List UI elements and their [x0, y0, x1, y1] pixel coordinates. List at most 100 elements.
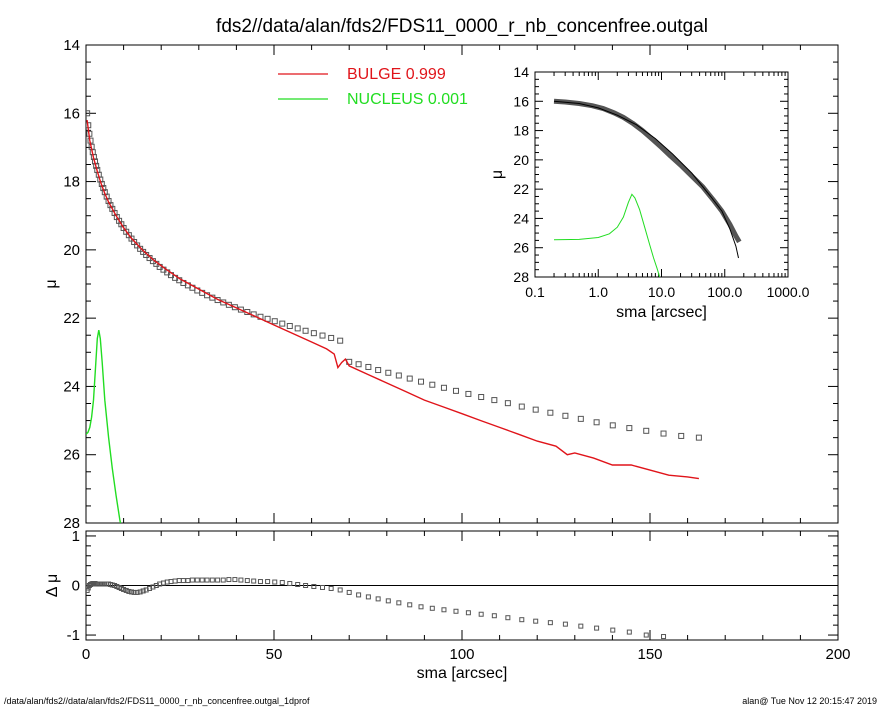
- inset-x-tick-label: 1.0: [589, 284, 609, 300]
- residual-point: [465, 610, 471, 616]
- residual-point: [180, 578, 186, 584]
- residual-point: [491, 613, 497, 619]
- residual-y-axis-label: Δ μ: [44, 574, 61, 597]
- residual-point: [287, 581, 293, 587]
- main-y-tick-label: 18: [63, 174, 80, 191]
- inset-y-tick-label: 18: [513, 123, 529, 139]
- residual-point: [311, 583, 317, 589]
- main-y-tick-label: 22: [63, 310, 80, 327]
- residual-point: [519, 617, 525, 623]
- residual-point: [643, 632, 649, 638]
- inset-nucleus-line: [553, 193, 661, 277]
- main-y-tick-label: 24: [63, 378, 80, 395]
- residual-point: [140, 588, 146, 594]
- inset-y-tick-label: 20: [513, 152, 529, 168]
- residual-x-tick-label: 200: [825, 646, 850, 663]
- residual-point: [194, 577, 200, 583]
- data-point: [365, 363, 372, 370]
- residual-point: [578, 623, 584, 629]
- residual-point: [265, 579, 271, 585]
- inset-y-tick-label: 28: [513, 269, 529, 285]
- residual-point: [661, 634, 667, 640]
- residual-point: [123, 587, 129, 593]
- data-point: [237, 306, 244, 313]
- chart-title: fds2//data/alan/fds2/FDS11_0000_r_nb_con…: [216, 16, 708, 37]
- data-point: [302, 327, 309, 334]
- data-point: [355, 361, 362, 368]
- data-point: [107, 202, 114, 209]
- residual-point: [137, 589, 143, 595]
- data-point: [695, 434, 702, 441]
- inset-y-axis-label: μ: [489, 170, 506, 179]
- legend-label-bulge: BULGE 0.999: [347, 66, 446, 83]
- data-point: [465, 390, 472, 397]
- residual-point: [272, 579, 278, 585]
- residual-point: [257, 579, 263, 585]
- inset-y-tick-label: 24: [513, 210, 529, 226]
- data-point: [134, 242, 141, 249]
- inset-log-panel: 0.1 1.0 10.0 100.0 1000.0 14 16 18 20 22 24 26 28 sma…: [480, 60, 810, 335]
- main-y-tick-label: 28: [63, 515, 80, 532]
- data-point: [562, 412, 569, 419]
- residual-point: [126, 588, 132, 594]
- data-point: [105, 198, 112, 205]
- residual-point: [204, 577, 210, 583]
- residual-point: [505, 615, 511, 621]
- data-point: [532, 406, 539, 413]
- inset-x-axis-label: sma [arcsec]: [616, 304, 707, 321]
- residual-point: [407, 602, 413, 608]
- bulge-line: [86, 120, 700, 480]
- residual-point: [610, 627, 616, 633]
- data-point: [626, 425, 633, 432]
- data-point: [406, 375, 413, 382]
- residual-point: [453, 608, 459, 614]
- data-point: [518, 403, 525, 410]
- residual-x-tick-label: 100: [449, 646, 474, 663]
- data-point: [678, 432, 685, 439]
- data-point: [86, 110, 91, 117]
- legend-label-nucleus: NUCLEUS 0.001: [347, 91, 468, 108]
- residual-point: [209, 577, 215, 583]
- residual-point: [189, 577, 195, 583]
- residual-x-tick-label: 150: [637, 646, 662, 663]
- residual-point: [121, 586, 127, 592]
- residual-y-tick-label: -1: [67, 627, 80, 644]
- residual-point: [328, 585, 334, 591]
- residual-point: [303, 583, 309, 588]
- data-point: [137, 245, 144, 252]
- residual-point: [396, 600, 402, 606]
- residual-point: [150, 584, 156, 590]
- residual-point: [375, 596, 381, 602]
- data-point: [429, 381, 436, 388]
- residual-point: [131, 589, 137, 595]
- residual-point: [385, 598, 391, 604]
- residual-point: [134, 589, 140, 595]
- data-point: [478, 394, 485, 401]
- residual-point: [153, 583, 159, 588]
- residual-y-tick-label: 1: [72, 528, 80, 545]
- residual-point: [147, 585, 153, 591]
- data-point: [294, 325, 301, 332]
- residual-point: [429, 605, 435, 611]
- residual-point: [172, 578, 178, 584]
- inset-x-tick-label: 100.0: [707, 284, 742, 300]
- residual-point: [185, 578, 191, 584]
- residual-point: [478, 611, 484, 617]
- residual-point: [215, 577, 221, 583]
- data-point: [375, 367, 382, 374]
- data-point: [310, 330, 317, 337]
- residual-point: [251, 578, 257, 584]
- residual-point: [279, 580, 285, 586]
- residual-point: [220, 577, 226, 583]
- data-point: [491, 397, 498, 404]
- data-point: [279, 320, 286, 327]
- residual-point: [365, 594, 371, 600]
- inset-y-tick-label: 16: [513, 93, 529, 109]
- data-point: [286, 322, 293, 329]
- residual-point: [562, 621, 568, 627]
- inset-x-tick-label: 0.1: [525, 284, 545, 300]
- data-point: [593, 419, 600, 426]
- residual-point: [533, 618, 539, 624]
- residual-point: [418, 604, 424, 610]
